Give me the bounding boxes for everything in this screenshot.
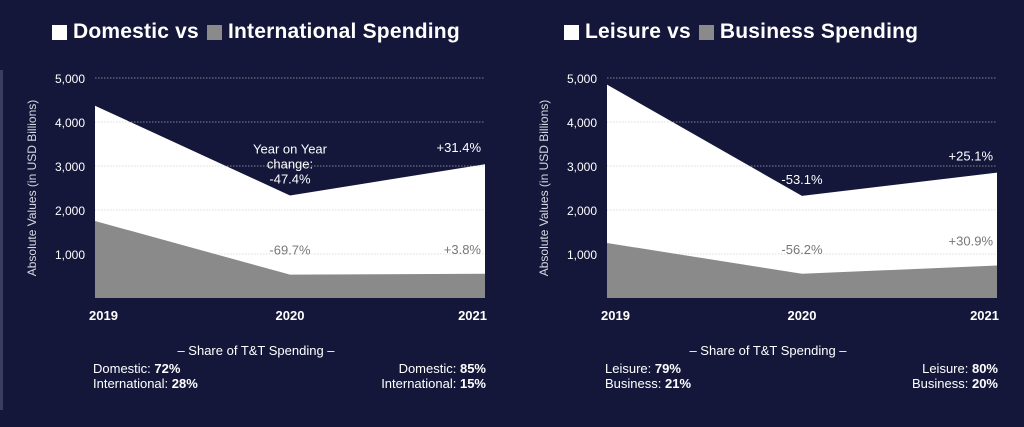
y-tick-label: 1,000 — [567, 248, 597, 262]
y-tick-label: 4,000 — [567, 116, 597, 130]
title-part2: Business Spending — [719, 20, 919, 43]
share-2021-line1-value: 85% — [459, 361, 486, 376]
share-title: – Share of T&T Spending – — [177, 343, 335, 358]
share-2021-line2-value: 20% — [971, 376, 998, 391]
share-2021: Domestic: 85% International: 15% — [381, 361, 486, 391]
x-tick-label: 2020 — [788, 308, 817, 323]
area-leisure — [607, 84, 997, 298]
y-tick-label: 3,000 — [567, 160, 597, 174]
legend-swatch-leisure — [564, 24, 579, 40]
y-tick-label: 5,000 — [567, 72, 597, 86]
yoy-annotation-2020: -47.4% — [269, 171, 311, 186]
chart-title: Leisure vs Business Spending — [564, 20, 918, 44]
y-tick-label: 2,000 — [55, 204, 85, 218]
leisure-business-panel: Leisure vs Business Spending Absolute Va… — [512, 0, 1024, 427]
legend-swatch-domestic — [52, 24, 67, 40]
share-2021-line2-label: International: — [381, 376, 460, 391]
chart-title: Domestic vs International Spending — [52, 20, 460, 44]
title-part1: Leisure vs — [585, 20, 691, 43]
area-business — [607, 243, 997, 298]
share-2021-line1-value: 80% — [971, 361, 998, 376]
y-tick-label: 5,000 — [55, 72, 85, 86]
y-axis-label: Absolute Values (in USD Billions) — [25, 100, 39, 277]
domestic-international-panel: Domestic vs International Spending Absol… — [25, 20, 487, 391]
y-tick-label: 4,000 — [55, 116, 85, 130]
title-part2: International Spending — [227, 20, 460, 43]
secondary-yoy-annotation-2021: +3.8% — [444, 242, 482, 257]
title-part1: Domestic vs — [73, 20, 199, 43]
area-international — [95, 221, 485, 298]
y-tick-label: 3,000 — [55, 160, 85, 174]
secondary-yoy-annotation-2020: -69.7% — [269, 243, 311, 258]
share-2019-line1-value: 79% — [654, 361, 681, 376]
y-axis-label: Absolute Values (in USD Billions) — [537, 100, 551, 277]
share-2021: Leisure: 80% Business: 20% — [912, 361, 998, 391]
x-tick-label: 2021 — [458, 308, 487, 323]
legend-swatch-business — [698, 24, 714, 40]
share-2019-line2-label: International: — [93, 376, 172, 391]
share-title: – Share of T&T Spending – — [689, 343, 847, 358]
share-2019-line1-label: Leisure: — [605, 361, 655, 376]
x-tick-label: 2021 — [970, 308, 999, 323]
yoy-annotation-2021: +31.4% — [437, 140, 482, 155]
share-2019: Domestic: 72% International: 28% — [93, 361, 198, 391]
share-2021-line2-label: Business: — [911, 376, 972, 391]
domestic-international-chart: Absolute Values (in USD Billions) 5,000 4,… — [25, 72, 487, 323]
legend-swatch-international — [206, 24, 222, 40]
left-edge-strip — [0, 70, 3, 410]
yoy-annotation-2020: change: — [267, 156, 313, 171]
x-tick-label: 2019 — [89, 308, 118, 323]
yoy-annotation-2020: Year on Year — [253, 141, 328, 156]
share-2019: Leisure: 79% Business: 21% — [605, 361, 691, 391]
secondary-yoy-annotation-2021: +30.9% — [949, 233, 994, 248]
share-2021-line2-value: 15% — [459, 376, 486, 391]
y-tick-label: 2,000 — [567, 204, 597, 218]
share-2021-line1-label: Leisure: — [922, 361, 972, 376]
secondary-yoy-annotation-2020: -56.2% — [781, 242, 823, 257]
y-tick-label: 1,000 — [55, 248, 85, 262]
yoy-annotation-2020: -53.1% — [781, 172, 823, 187]
leisure-business-chart: Absolute Values (in USD Billions) 5,000 4,… — [537, 72, 999, 323]
share-2019-line2-value: 21% — [664, 376, 692, 391]
share-2019-line2-value: 28% — [171, 376, 198, 391]
yoy-annotation-2021: +25.1% — [949, 149, 994, 164]
share-2019-line2-label: Business: — [605, 376, 665, 391]
share-2021-line1-label: Domestic: — [398, 361, 460, 376]
x-tick-label: 2020 — [276, 308, 305, 323]
x-tick-label: 2019 — [601, 308, 630, 323]
share-2019-line1-label: Domestic: — [93, 361, 155, 376]
share-2019-line1-value: 72% — [154, 361, 181, 376]
